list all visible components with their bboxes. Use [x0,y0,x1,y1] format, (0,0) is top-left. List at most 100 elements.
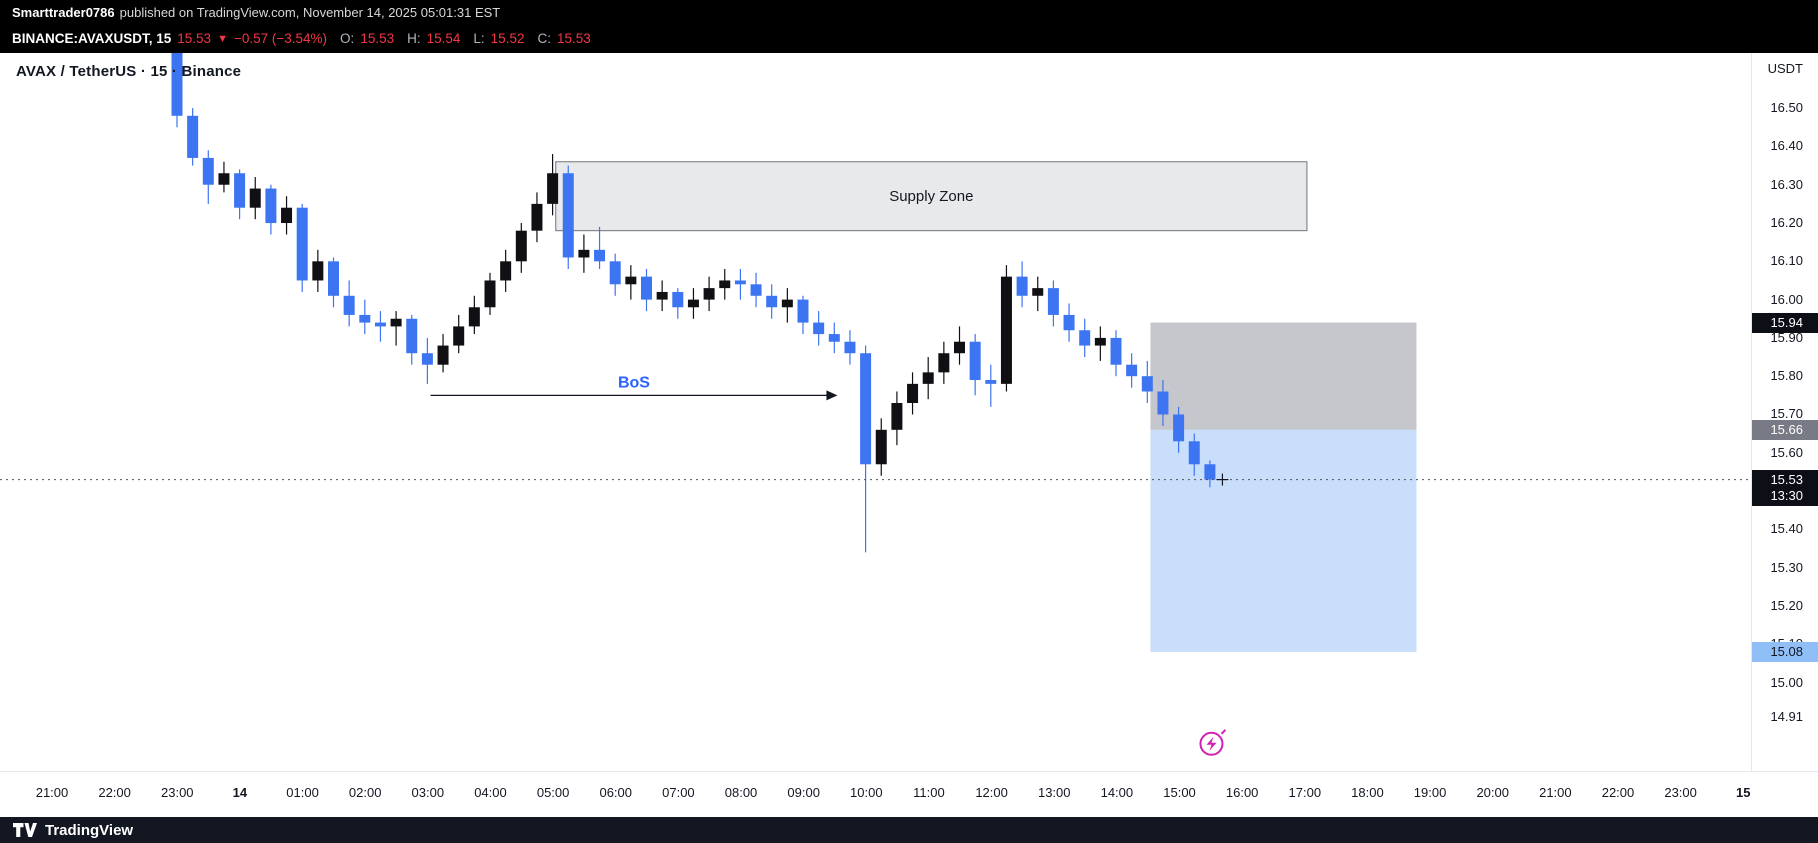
candle [171,53,183,116]
time-tick: 21:00 [35,785,69,800]
candle [484,280,496,308]
time-tick: 23:00 [1664,785,1697,800]
time-tick: 18:00 [1351,785,1384,800]
price-tick: 15.20 [1770,597,1803,613]
candle [672,291,684,308]
candle [1157,391,1169,415]
candle [343,295,355,315]
candle [515,230,527,262]
candle [1079,330,1091,346]
candle [421,353,433,365]
candle [531,203,543,231]
low-label: L: [473,31,485,46]
price-tick: 15.60 [1770,444,1803,460]
time-tick: 12:00 [975,785,1008,800]
candle [1204,464,1216,480]
price-tick: 16.50 [1770,100,1803,116]
time-tick: 15 [1736,785,1751,800]
candle [922,372,934,384]
candle [265,188,277,224]
candle [1188,441,1200,465]
candle [625,276,637,285]
candle [578,249,590,258]
candle [781,299,793,308]
candle [813,322,825,335]
candle [1047,288,1059,315]
bos-arrowhead [826,390,838,401]
time-tick: 05:00 [536,785,570,800]
price-tick: 16.10 [1770,253,1803,269]
short-stop-zone-box[interactable] [1150,322,1417,430]
time-tick: 23:00 [160,785,194,800]
candle [312,261,324,281]
candle [985,380,997,384]
candle [1126,364,1138,377]
price-axis[interactable]: USDT 16.50 16.40 16.30 16.20 16.10 16.00 15.90… [1751,53,1818,771]
price-tick: 15.40 [1770,521,1803,537]
candle [750,284,762,296]
candle [687,299,699,308]
candle [1063,314,1075,331]
time-axis[interactable]: 21:00 22:00 23:00 14 01:00 02:00 03:00 04:00 05:… [0,771,1818,817]
candle [1173,414,1185,442]
candle [938,353,950,373]
candle [296,207,308,281]
symbol-name: BINANCE:AVAXUSDT, 15 [12,31,172,46]
candle [1110,337,1122,365]
candle [437,345,449,365]
open-label: O: [340,31,355,46]
close-value: 15.53 [556,31,591,46]
candle [187,115,199,158]
candle [594,249,606,262]
price-tick: 15.00 [1770,674,1803,690]
tradingview-logo-icon[interactable] [12,822,38,838]
price-label-chip-target: 15.08 [1752,641,1818,662]
down-arrow-icon: ▼ [217,32,228,45]
time-tick: 15:00 [1163,785,1196,800]
price-tick: 15.90 [1770,329,1803,345]
time-tick: 10:00 [850,785,883,800]
candle [907,383,919,404]
candle [703,288,715,300]
price-tick: 16.20 [1770,215,1803,231]
time-tick: 20:00 [1476,785,1509,800]
time-tick: 21:00 [1539,785,1572,800]
candle [202,157,214,185]
candle [1094,337,1106,346]
candle [797,299,809,323]
candle [1141,376,1153,392]
candle [641,276,652,300]
time-tick: 13:00 [1037,785,1071,800]
price-tick: 16.00 [1770,291,1803,307]
supply-zone-box[interactable] [555,161,1308,232]
chart-area[interactable]: Supply Zone BoS AVAX / TetherUS · 15 · Bi… [0,53,1818,817]
candle [468,307,480,327]
time-tick: 07:00 [662,785,695,800]
bos-label: BoS [618,374,650,391]
candle [828,334,840,342]
time-tick: 03:00 [411,785,445,800]
candle [609,261,621,285]
time-tick: 14:00 [1100,785,1134,800]
flash-sticker-icon[interactable] [1199,729,1227,756]
last-price: 15.53 [177,31,212,46]
time-tick: 16:00 [1225,785,1259,800]
candle [547,173,559,204]
symbol-info-bar: BINANCE:AVAXUSDT, 15 15.53 ▼ −0.57 (−3.5… [0,24,1818,53]
candle [453,326,465,346]
time-tick: 14 [232,785,248,800]
candle [406,318,418,354]
chart-legend: AVAX / TetherUS · 15 · Binance [16,63,242,80]
candle [954,341,965,354]
candle [844,341,856,354]
candle [969,341,981,381]
brand-name[interactable]: TradingView [45,821,134,839]
candle [234,173,246,208]
candlestick-chart[interactable]: Supply Zone BoS [0,53,1751,771]
price-tick: 16.40 [1770,138,1803,154]
candle [734,280,746,285]
time-tick: 09:00 [787,785,820,800]
price-change: −0.57 (−3.54%) [233,31,328,46]
candle [218,173,230,185]
candle [359,314,371,323]
